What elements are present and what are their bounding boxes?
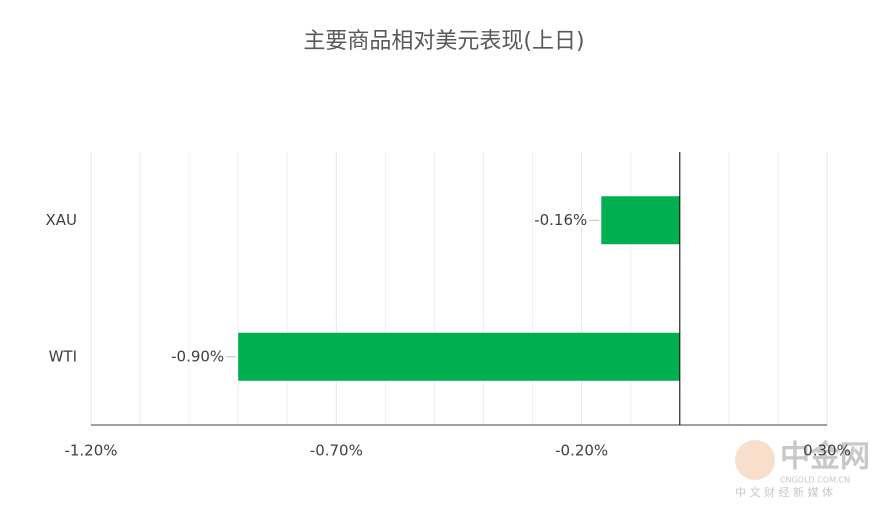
x-tick-label: -0.20% — [555, 442, 608, 460]
y-tick-label: XAU — [45, 211, 77, 229]
bar — [238, 332, 680, 381]
watermark-tagline: 中 文 财 经 新 媒 体 — [735, 485, 833, 499]
x-tick-label: 0.30% — [803, 442, 851, 460]
watermark-site: CNGOLD.COM.CN — [780, 476, 850, 485]
data-label: -0.16% — [534, 211, 587, 229]
chart-title: 主要商品相对美元表现(上日) — [303, 29, 584, 54]
x-tick-label: -1.20% — [64, 442, 117, 460]
y-tick-label: WTI — [49, 347, 77, 365]
x-tick-label: -0.70% — [310, 442, 363, 460]
bar — [601, 196, 680, 245]
data-label: -0.90% — [171, 347, 224, 365]
watermark-logo — [735, 440, 775, 480]
watermark: 中金网 CNGOLD.COM.CN 中 文 财 经 新 媒 体 — [735, 440, 870, 499]
watermark-name: 中金网 — [780, 440, 870, 475]
